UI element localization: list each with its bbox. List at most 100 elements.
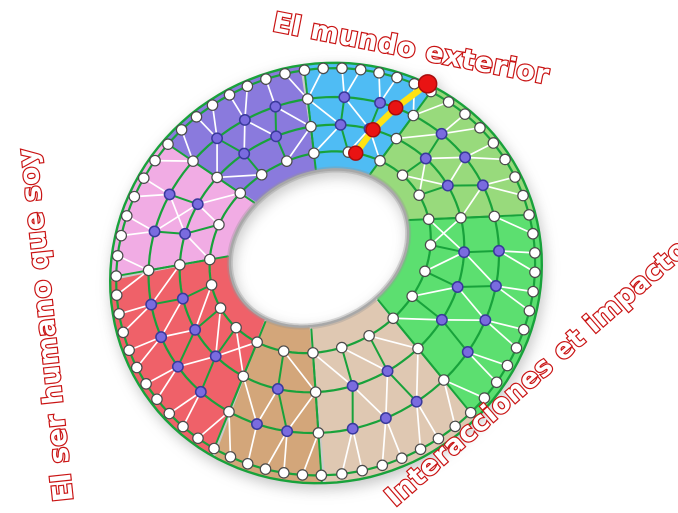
node-white[interactable] <box>225 452 235 462</box>
node-white[interactable] <box>112 290 122 300</box>
node-white[interactable] <box>206 280 216 290</box>
node-purple[interactable] <box>460 152 470 162</box>
node-white[interactable] <box>132 362 142 372</box>
node-white[interactable] <box>306 121 316 131</box>
node-purple[interactable] <box>212 133 222 143</box>
node-white[interactable] <box>150 155 160 165</box>
node-purple[interactable] <box>273 384 283 394</box>
node-white[interactable] <box>252 337 262 347</box>
node-white[interactable] <box>488 138 498 148</box>
node-purple[interactable] <box>164 189 174 199</box>
node-white[interactable] <box>282 156 292 166</box>
node-white[interactable] <box>280 69 290 79</box>
node-white[interactable] <box>242 81 252 91</box>
node-purple[interactable] <box>196 387 206 397</box>
node-white[interactable] <box>116 230 126 240</box>
node-white[interactable] <box>364 331 374 341</box>
node-white[interactable] <box>260 464 270 474</box>
node-white[interactable] <box>318 63 328 73</box>
node-white[interactable] <box>129 191 139 201</box>
node-white[interactable] <box>118 327 128 337</box>
node-white[interactable] <box>205 254 215 264</box>
node-white[interactable] <box>212 172 222 182</box>
node-purple[interactable] <box>491 281 501 291</box>
node-purple[interactable] <box>480 315 490 325</box>
node-purple[interactable] <box>339 92 349 102</box>
node-purple[interactable] <box>173 361 183 371</box>
node-white[interactable] <box>224 407 234 417</box>
node-white[interactable] <box>408 110 418 120</box>
node-white[interactable] <box>313 428 323 438</box>
node-purple[interactable] <box>156 332 166 342</box>
node-white[interactable] <box>111 271 121 281</box>
node-white[interactable] <box>388 313 398 323</box>
node-white[interactable] <box>316 470 326 480</box>
node-white[interactable] <box>528 286 538 296</box>
node-white[interactable] <box>231 322 241 332</box>
node-white[interactable] <box>188 156 198 166</box>
node-white[interactable] <box>308 348 318 358</box>
node-white[interactable] <box>511 343 521 353</box>
node-white[interactable] <box>224 90 234 100</box>
node-white[interactable] <box>530 248 540 258</box>
node-purple[interactable] <box>459 247 469 257</box>
node-white[interactable] <box>235 188 245 198</box>
node-white[interactable] <box>238 371 248 381</box>
node-white[interactable] <box>175 260 185 270</box>
node-white[interactable] <box>193 433 203 443</box>
node-white[interactable] <box>413 343 423 353</box>
node-white[interactable] <box>242 459 252 469</box>
node-white[interactable] <box>375 156 385 166</box>
node-white[interactable] <box>112 251 122 261</box>
node-white[interactable] <box>524 210 534 220</box>
node-purple[interactable] <box>240 115 250 125</box>
node-white[interactable] <box>439 375 449 385</box>
node-purple[interactable] <box>381 413 391 423</box>
node-purple[interactable] <box>146 299 156 309</box>
node-purple[interactable] <box>478 180 488 190</box>
node-purple[interactable] <box>463 347 473 357</box>
node-purple[interactable] <box>382 366 392 376</box>
node-white[interactable] <box>519 324 529 334</box>
node-white[interactable] <box>502 360 512 370</box>
node-purple[interactable] <box>190 325 200 335</box>
node-white[interactable] <box>191 112 201 122</box>
node-purple[interactable] <box>421 153 431 163</box>
node-white[interactable] <box>425 240 435 250</box>
node-purple[interactable] <box>347 423 357 433</box>
node-purple[interactable] <box>282 426 292 436</box>
node-white[interactable] <box>114 309 124 319</box>
node-white[interactable] <box>530 267 540 277</box>
node-white[interactable] <box>460 109 470 119</box>
node-purple[interactable] <box>211 351 221 361</box>
node-white[interactable] <box>500 154 510 164</box>
node-purple[interactable] <box>178 293 188 303</box>
node-white[interactable] <box>279 346 289 356</box>
node-white[interactable] <box>279 468 289 478</box>
node-white[interactable] <box>337 342 347 352</box>
node-purple[interactable] <box>335 120 345 130</box>
node-white[interactable] <box>122 211 132 221</box>
node-purple[interactable] <box>375 98 385 108</box>
node-white[interactable] <box>209 443 219 453</box>
node-white[interactable] <box>337 63 347 73</box>
node-white[interactable] <box>178 421 188 431</box>
node-white[interactable] <box>214 219 224 229</box>
node-white[interactable] <box>407 291 417 301</box>
node-purple[interactable] <box>271 131 281 141</box>
node-white[interactable] <box>456 213 466 223</box>
highlight-dot[interactable] <box>349 146 363 160</box>
node-white[interactable] <box>303 94 313 104</box>
node-white[interactable] <box>528 229 538 239</box>
node-white[interactable] <box>261 74 271 84</box>
node-white[interactable] <box>391 133 401 143</box>
node-purple[interactable] <box>149 226 159 236</box>
node-purple[interactable] <box>193 199 203 209</box>
node-white[interactable] <box>143 265 153 275</box>
node-white[interactable] <box>207 100 217 110</box>
node-purple[interactable] <box>252 419 262 429</box>
node-white[interactable] <box>377 460 387 470</box>
node-purple[interactable] <box>437 315 447 325</box>
node-white[interactable] <box>392 72 402 82</box>
node-purple[interactable] <box>239 148 249 158</box>
